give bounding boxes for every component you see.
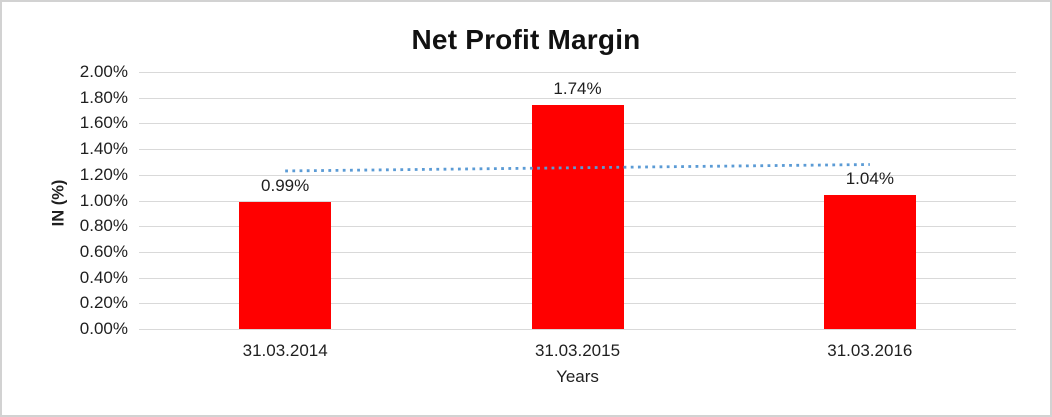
y-tick-label: 0.00%	[79, 319, 128, 338]
chart-title: Net Profit Margin	[411, 24, 641, 55]
trendline	[285, 163, 870, 173]
data-label: 1.04%	[845, 169, 894, 189]
gridline	[139, 72, 1016, 73]
y-tick-label: 1.00%	[79, 190, 128, 210]
x-axis-tick-labels: 31.03.2014 31.03.2015 31.03.2016	[139, 341, 1016, 361]
bar-31.03.2014[interactable]	[239, 201, 332, 329]
data-label: 1.74%	[553, 79, 602, 99]
data-label: 0.99%	[261, 175, 310, 195]
y-tick-label: 1.60%	[79, 113, 128, 133]
plot-area: 0.99% 1.74% 1.04%	[139, 72, 1016, 330]
y-tick-label: 1.20%	[79, 164, 128, 184]
y-axis-tick-labels: 2.00% 1.80% 1.60% 1.40% 1.20% 1.00% 0.80% 0.60%…	[38, 62, 128, 338]
y-tick-label: 2.00%	[79, 62, 128, 81]
x-tick-label: 31.03.2014	[242, 341, 328, 360]
gridline	[139, 329, 1016, 330]
bar-31.03.2016[interactable]	[823, 195, 916, 329]
trendline-segment	[285, 163, 870, 173]
y-tick-label: 0.80%	[79, 216, 128, 236]
bar-31.03.2015[interactable]	[531, 105, 624, 329]
y-tick-label: 0.60%	[79, 241, 128, 261]
y-tick-label: 1.40%	[79, 139, 128, 159]
x-axis-title: Years	[556, 367, 599, 386]
y-tick-label: 1.80%	[79, 87, 128, 107]
gridline	[139, 97, 1016, 99]
y-tick-label: 0.40%	[79, 267, 128, 287]
y-tick-label: 0.20%	[79, 293, 128, 313]
x-tick-label: 31.03.2015	[534, 341, 621, 360]
x-tick-label: 31.03.2016	[827, 341, 913, 360]
